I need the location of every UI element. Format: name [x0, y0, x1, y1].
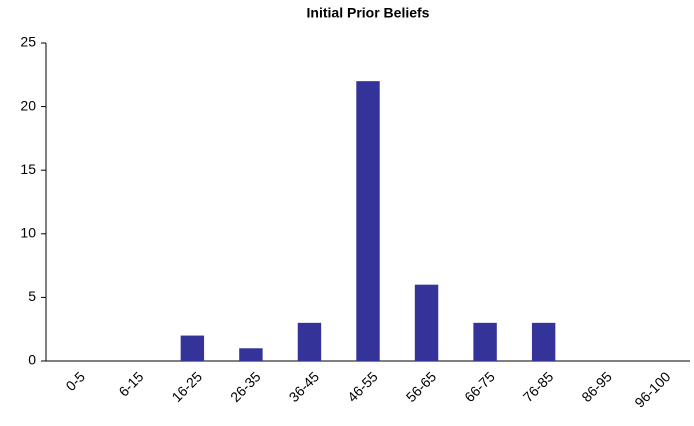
x-tick-label: 86-95	[578, 368, 615, 405]
bar	[414, 284, 439, 361]
x-tick-label: 16-25	[168, 368, 205, 405]
y-tick-label: 20	[20, 97, 36, 113]
x-tick-label: 96-100	[631, 368, 673, 410]
y-tick-label: 5	[28, 288, 36, 304]
x-tick-label: 56-65	[403, 368, 440, 405]
bar	[531, 322, 556, 361]
bar	[239, 348, 263, 361]
y-tick-label: 25	[20, 34, 36, 50]
x-tick-label: 36-45	[286, 368, 323, 405]
y-tick-label: 10	[20, 225, 36, 241]
bar	[297, 322, 322, 361]
x-tick-label: 66-75	[461, 368, 498, 405]
chart-title: Initial Prior Beliefs	[307, 5, 430, 21]
bar	[180, 335, 205, 361]
y-tick-label: 0	[28, 352, 36, 368]
x-tick-label: 0-5	[62, 368, 88, 394]
x-tick-label: 26-35	[227, 368, 264, 405]
y-tick-label: 15	[20, 161, 36, 177]
bar	[356, 81, 380, 361]
x-tick-label: 76-85	[520, 368, 557, 405]
bar	[473, 322, 497, 361]
x-tick-label: 6-15	[115, 368, 146, 399]
x-tick-label: 46-55	[344, 368, 381, 405]
